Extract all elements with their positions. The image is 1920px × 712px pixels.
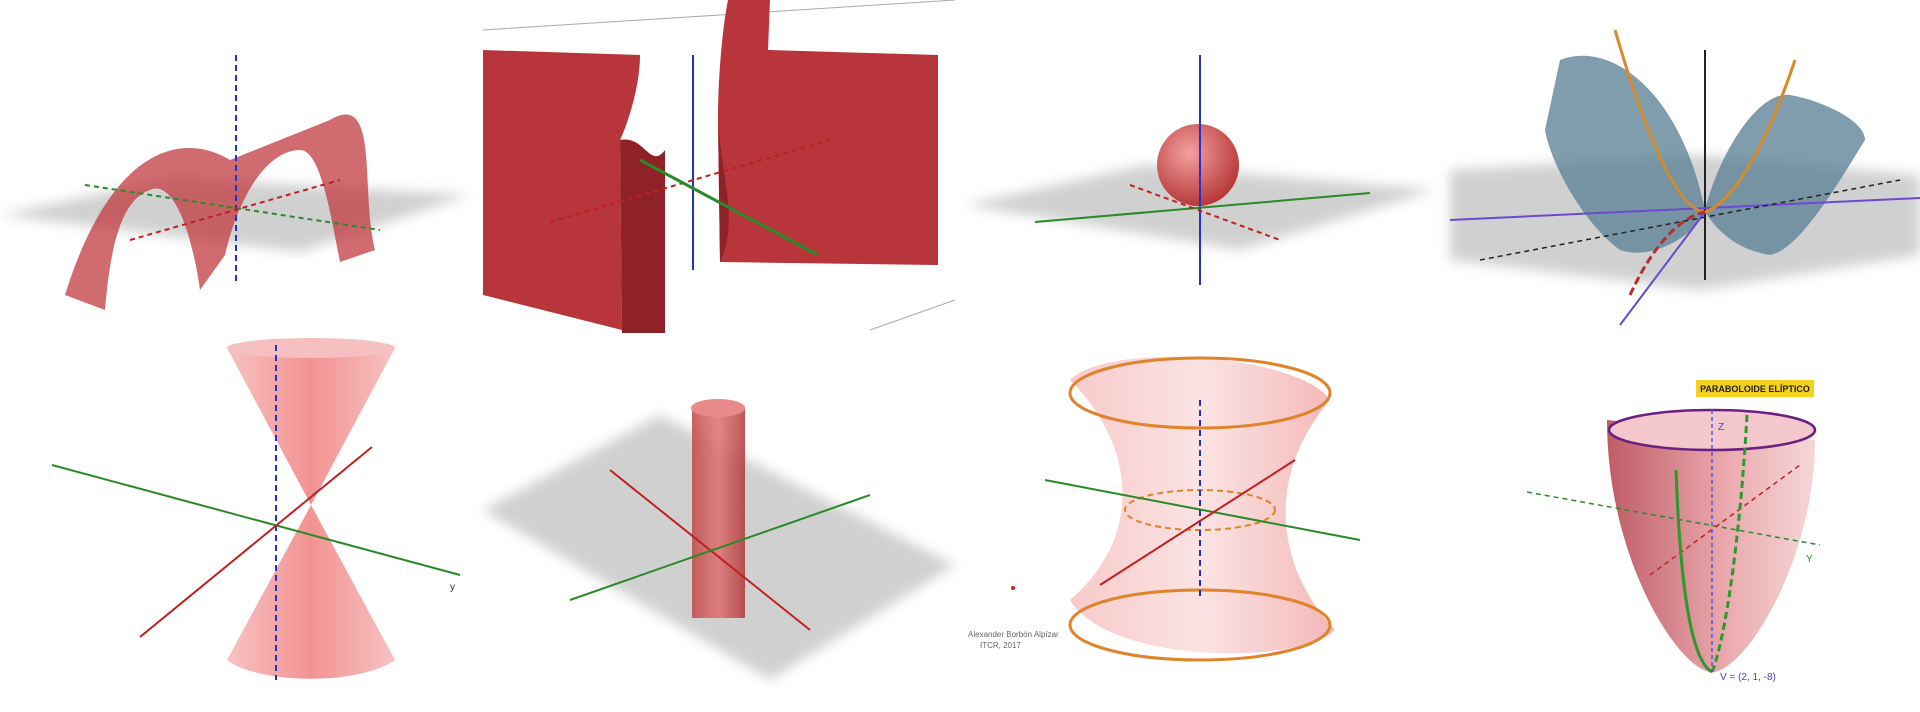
axis-label: Y xyxy=(1806,554,1813,565)
panel-cylinder xyxy=(483,399,955,680)
panel-double-cone: y xyxy=(51,338,461,680)
paraboloid-title: PARABOLOIDE ELÍPTICO xyxy=(1700,384,1810,394)
axis-label: Z xyxy=(1718,422,1724,433)
panel-hyperboloid: Alexander Borbón Alpízar ITCR, 2017 xyxy=(968,356,1361,662)
panel-sphere xyxy=(965,55,1435,285)
axis-label: y xyxy=(450,582,455,593)
panel-vertical-sheets xyxy=(482,0,956,333)
author: Alexander Borbón Alpízar xyxy=(968,630,1059,639)
panel-parabolic-cylinder xyxy=(0,55,470,310)
panel-saddle xyxy=(1449,29,1920,326)
credit: ITCR, 2017 xyxy=(980,641,1021,650)
vertex-label: V = (2, 1, -8) xyxy=(1720,672,1776,683)
panel-elliptic-paraboloid: PARABOLOIDE ELÍPTICO Z Y V = (2, 1, -8) xyxy=(1526,380,1821,683)
title-box xyxy=(1696,380,1814,397)
